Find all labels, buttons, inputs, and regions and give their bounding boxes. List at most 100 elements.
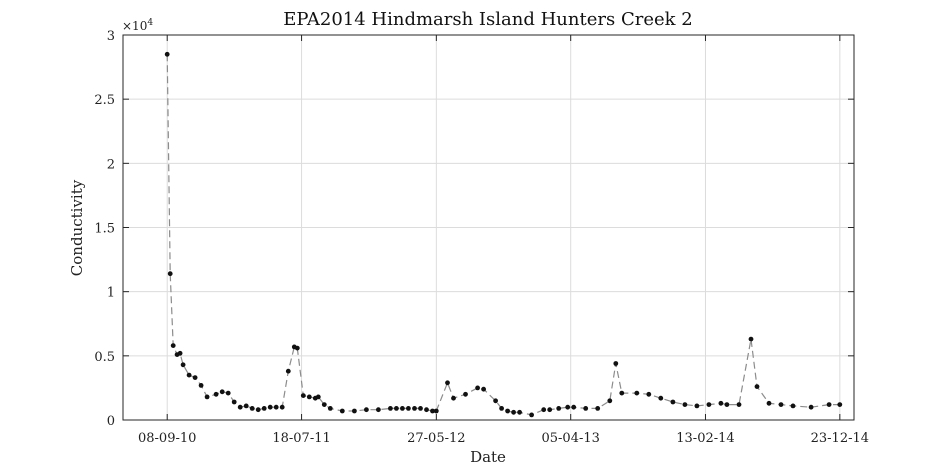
y-tick-label: 2.5	[94, 93, 115, 108]
data-point	[766, 400, 772, 406]
data-point	[164, 51, 170, 57]
data-point	[724, 402, 730, 407]
data-point	[219, 389, 225, 395]
y-exponent-power: 4	[147, 18, 153, 28]
y-tick-label: 0	[107, 414, 115, 429]
data-point	[294, 345, 300, 351]
data-point	[279, 404, 285, 410]
data-point	[285, 368, 291, 374]
series-layer	[164, 51, 843, 418]
data-point	[658, 395, 664, 401]
data-point	[267, 404, 273, 410]
data-point	[327, 406, 333, 411]
y-tick-labels: 0 0.5 1 1.5 2 2.5 3	[94, 29, 115, 429]
data-point	[463, 391, 468, 397]
data-point	[177, 350, 183, 356]
data-point	[364, 407, 369, 413]
data-points	[164, 51, 843, 418]
x-tick-label: 18-07-11	[272, 431, 330, 446]
data-point	[565, 404, 571, 410]
conductivity-series-line	[166, 54, 840, 416]
data-point	[706, 402, 712, 407]
data-point	[273, 404, 279, 410]
data-point	[412, 406, 417, 411]
data-point	[634, 390, 640, 396]
data-point	[430, 408, 435, 414]
data-point	[300, 393, 306, 398]
data-point	[808, 404, 814, 410]
data-point	[394, 406, 399, 411]
data-point	[418, 406, 423, 411]
x-tick-labels: 08-09-10 18-07-11 27-05-12 05-04-13 13-02-14…	[138, 431, 869, 446]
data-point	[547, 407, 553, 413]
data-point	[790, 403, 796, 409]
data-point	[170, 343, 176, 348]
data-point	[243, 403, 249, 409]
y-axis-label: Conductivity	[68, 179, 86, 276]
data-point	[646, 391, 652, 397]
data-point	[541, 407, 547, 413]
data-point	[451, 395, 456, 401]
data-point	[167, 271, 173, 277]
data-point	[225, 390, 231, 396]
data-point	[237, 404, 243, 410]
data-point	[670, 399, 676, 405]
data-point	[511, 409, 516, 415]
data-point	[321, 402, 327, 407]
data-point	[529, 412, 534, 418]
data-point	[306, 394, 312, 400]
data-point	[571, 404, 577, 410]
data-point	[613, 361, 619, 366]
data-point	[388, 406, 393, 411]
x-axis-label: Date	[470, 448, 506, 466]
data-point	[261, 406, 267, 411]
y-exponent-label: ×104	[122, 18, 153, 33]
data-point	[180, 362, 186, 368]
data-point	[718, 400, 724, 406]
tick-marks	[123, 34, 854, 421]
data-point	[406, 406, 411, 411]
x-tick-label: 23-12-14	[811, 431, 869, 446]
data-point	[376, 407, 381, 413]
y-tick-label: 0.5	[94, 350, 115, 365]
x-tick-label: 08-09-10	[138, 431, 196, 446]
data-point	[505, 408, 510, 414]
data-point	[826, 402, 832, 407]
data-point	[481, 386, 486, 392]
x-tick-label: 27-05-12	[407, 431, 465, 446]
data-point	[192, 375, 198, 380]
data-point	[424, 407, 429, 413]
data-point	[352, 408, 357, 414]
data-point	[400, 406, 405, 411]
data-point	[837, 402, 843, 407]
data-point	[231, 399, 237, 405]
data-point	[607, 398, 613, 404]
data-point	[433, 408, 439, 414]
data-point	[517, 409, 522, 415]
data-point	[694, 403, 700, 409]
y-tick-label: 3	[107, 29, 115, 44]
y-exponent-base: ×10	[122, 19, 147, 33]
data-point	[255, 407, 261, 413]
x-tick-label: 13-02-14	[676, 431, 734, 446]
data-point	[445, 380, 450, 386]
data-point	[186, 372, 192, 378]
data-point	[595, 406, 601, 411]
data-point	[499, 406, 504, 411]
data-point	[736, 402, 742, 407]
data-point	[315, 394, 321, 400]
y-tick-label: 1	[107, 286, 115, 301]
data-point	[198, 383, 204, 388]
data-point	[493, 398, 498, 404]
data-point	[748, 336, 754, 342]
data-point	[682, 402, 688, 407]
grid	[123, 34, 854, 421]
data-point	[754, 384, 760, 389]
y-tick-label: 1.5	[94, 222, 115, 237]
data-point	[475, 385, 480, 391]
x-tick-label: 05-04-13	[541, 431, 599, 446]
data-point	[339, 408, 345, 414]
data-point	[213, 391, 219, 397]
data-point	[249, 406, 255, 411]
